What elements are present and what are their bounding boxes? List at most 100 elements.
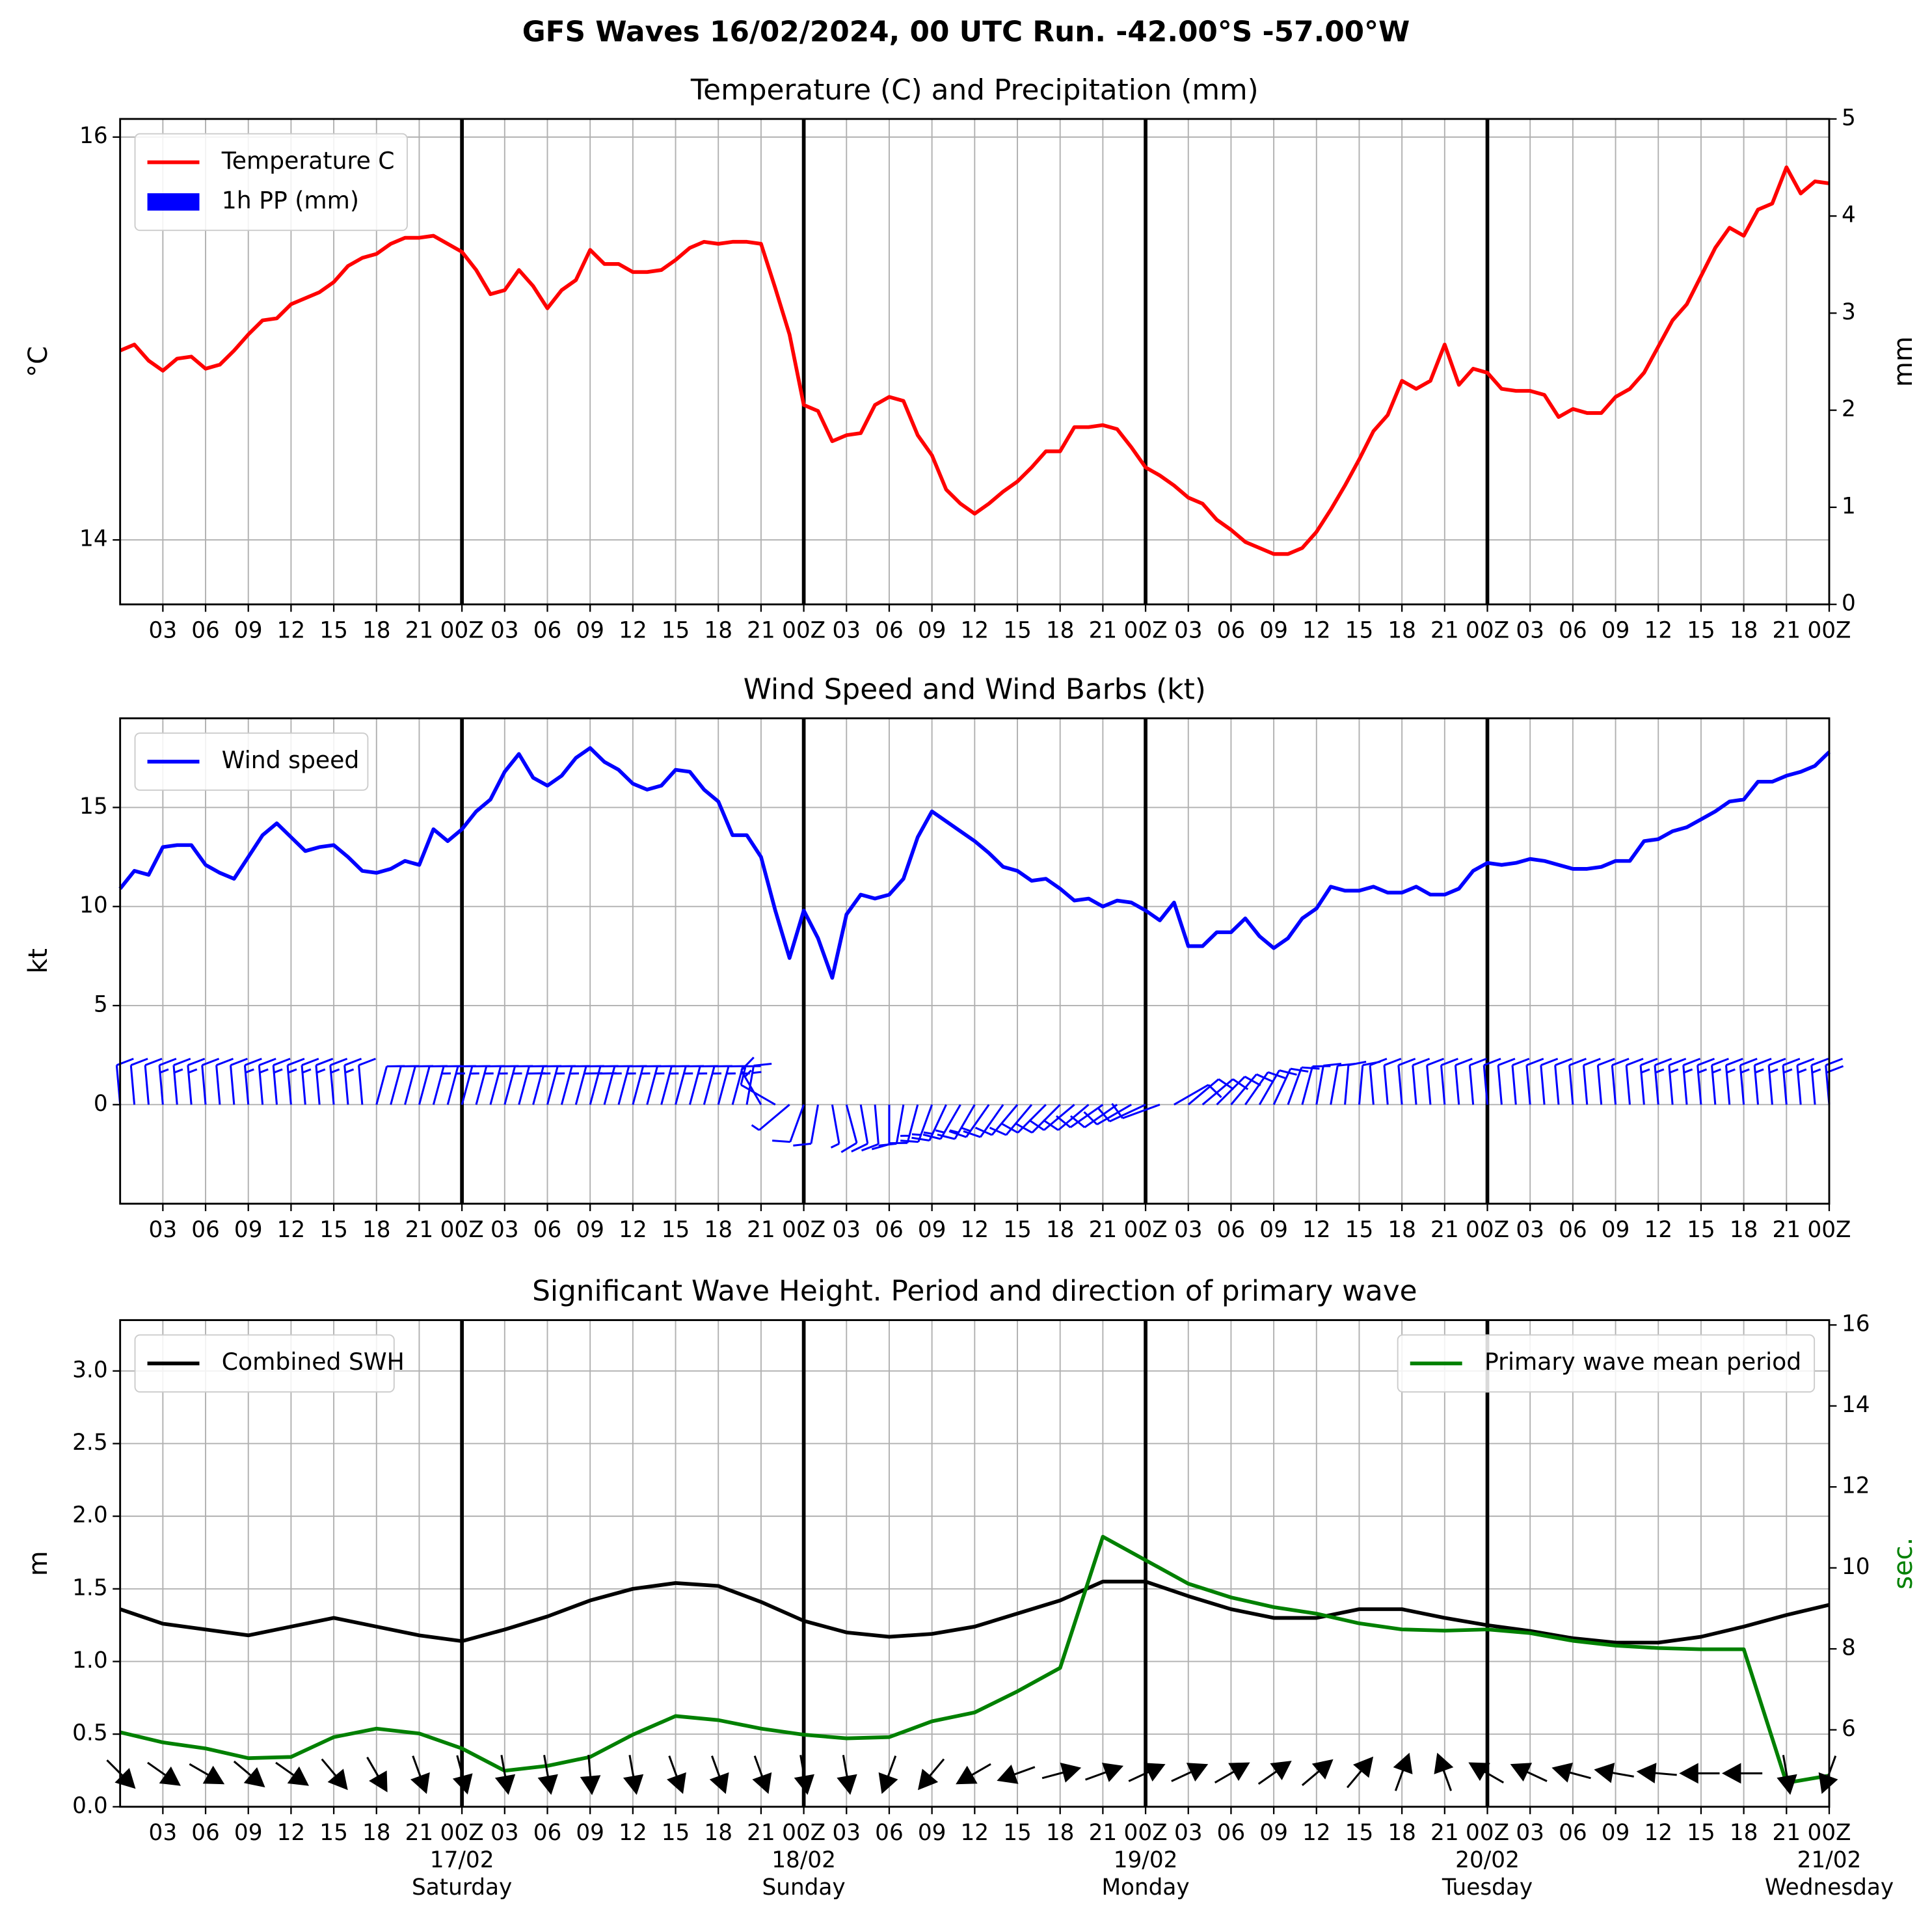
wind-barb (243, 1058, 262, 1105)
wave-arrow (1041, 1762, 1082, 1783)
wave-arrow (147, 1761, 181, 1786)
y2-tick-label: 14 (1842, 1392, 1870, 1418)
x-tick-label: 00Z (1807, 618, 1851, 644)
y-axis-label: °C (23, 346, 53, 377)
y2-tick-label: 16 (1842, 1311, 1870, 1337)
x-tick-label: 18 (704, 1820, 732, 1846)
x-tick-label: 09 (234, 1217, 263, 1243)
wind-barb (830, 1104, 840, 1149)
x-tick-label: 18 (1388, 1820, 1416, 1846)
x-tick-label: 06 (533, 618, 562, 644)
wave-arrow (580, 1754, 601, 1795)
x-tick-label: 00Z (782, 1217, 825, 1243)
wave-arrow (1393, 1752, 1413, 1791)
wind-barb (911, 1104, 947, 1142)
x-tick-label: 09 (1259, 1217, 1288, 1243)
wave-arrow (709, 1755, 729, 1795)
x-tick-label: 21 (747, 618, 775, 644)
x-tick-label: 15 (1687, 618, 1715, 644)
wave-arrow (667, 1755, 686, 1795)
wave-arrow (1468, 1762, 1505, 1784)
data-line (118, 746, 1831, 980)
x-tick-label: 00Z (782, 618, 825, 644)
x-tick-label: 06 (875, 1820, 904, 1846)
x-tick-label: 00Z (1466, 1217, 1509, 1243)
x-tick-label: 09 (1602, 1820, 1630, 1846)
wind-barb (1767, 1058, 1786, 1105)
y2-tick-label: 10 (1842, 1554, 1870, 1580)
x-tick-label: 00Z (1124, 618, 1168, 644)
wind-barb (329, 1058, 348, 1105)
x-tick-label: 12 (1644, 1217, 1672, 1243)
x-tick-label: 06 (533, 1820, 562, 1846)
data-line (119, 1579, 1830, 1645)
wave-arrow (837, 1755, 857, 1795)
wind-barb (1625, 1058, 1644, 1105)
x-tick-label: 18 (704, 1217, 732, 1243)
wave-arrow (275, 1761, 309, 1786)
wind-barb (793, 1104, 819, 1147)
y-tick-label: 1.5 (72, 1575, 107, 1601)
wind-barb (851, 1104, 869, 1153)
chart-title: Temperature (C) and Precipitation (mm) (690, 73, 1259, 107)
x-tick-label: 06 (1559, 618, 1587, 644)
wind-barb (301, 1058, 319, 1105)
x-tick-label: 12 (961, 618, 989, 644)
wave-arrow (321, 1758, 348, 1791)
wind-barb (922, 1104, 961, 1140)
wind-barb (1525, 1058, 1544, 1105)
x-tick-label: 03 (490, 1217, 519, 1243)
x-tick-label: 12 (277, 1820, 306, 1846)
wind-barb (1426, 1058, 1445, 1105)
y-axis-label: m (23, 1551, 53, 1576)
x-tick-label: 06 (533, 1217, 562, 1243)
y2-tick-label: 1 (1842, 493, 1856, 519)
wind-barb (1440, 1058, 1458, 1105)
suptitle: GFS Waves 16/02/2024, 00 UTC Run. -42.00… (522, 16, 1410, 49)
x-tick-label: 12 (619, 1820, 647, 1846)
wind-barb (740, 1067, 776, 1106)
x-tick-label: 06 (1217, 618, 1246, 644)
x-tick-label: 21 (1089, 1820, 1118, 1846)
wave-arrow (1594, 1763, 1634, 1783)
wind-barb (1568, 1058, 1587, 1105)
x-tick-label: 06 (191, 1217, 220, 1243)
wind-barb (1654, 1058, 1672, 1105)
day-label: Tuesday (1442, 1875, 1533, 1901)
x-tick-label: 12 (1302, 1217, 1331, 1243)
wave-arrow (537, 1755, 558, 1795)
wave-arrow (1777, 1755, 1797, 1795)
wind-barb (343, 1058, 362, 1105)
y-tick-label: 3.0 (72, 1357, 107, 1383)
plot-frame (119, 118, 1831, 606)
wind-barb (1397, 1058, 1416, 1105)
legend-box (134, 133, 408, 232)
wind-barb (1468, 1058, 1487, 1105)
x-tick-label: 18 (1388, 618, 1416, 644)
wind-barb (229, 1058, 248, 1105)
wave-arrow (1301, 1759, 1334, 1786)
x-tick-label: 21 (1430, 618, 1459, 644)
x-tick-label: 15 (319, 1217, 348, 1243)
day-label: Saturday (412, 1875, 512, 1901)
x-tick-label: 15 (662, 1820, 690, 1846)
x-tick-label: 18 (1730, 1820, 1758, 1846)
y-tick-label: 14 (79, 526, 108, 552)
wind-barb (1497, 1058, 1516, 1105)
legend-box (134, 1334, 395, 1393)
wind-barb (358, 1058, 376, 1105)
x-tick-label: 12 (619, 618, 647, 644)
wind-barb (1724, 1058, 1743, 1105)
wave-arrow (794, 1755, 814, 1795)
wind-barb (1582, 1058, 1601, 1105)
wave-arrow (233, 1760, 265, 1788)
x-tick-label: 03 (832, 618, 861, 644)
wind-barb (1412, 1058, 1430, 1105)
wave-arrow (410, 1755, 430, 1795)
x-tick-label: 03 (490, 618, 519, 644)
wave-arrow (494, 1755, 516, 1795)
x-tick-label: 06 (1559, 1217, 1587, 1243)
wind-barb (1083, 1104, 1132, 1126)
x-tick-label: 12 (1644, 1820, 1672, 1846)
wave-arrow (452, 1755, 473, 1795)
